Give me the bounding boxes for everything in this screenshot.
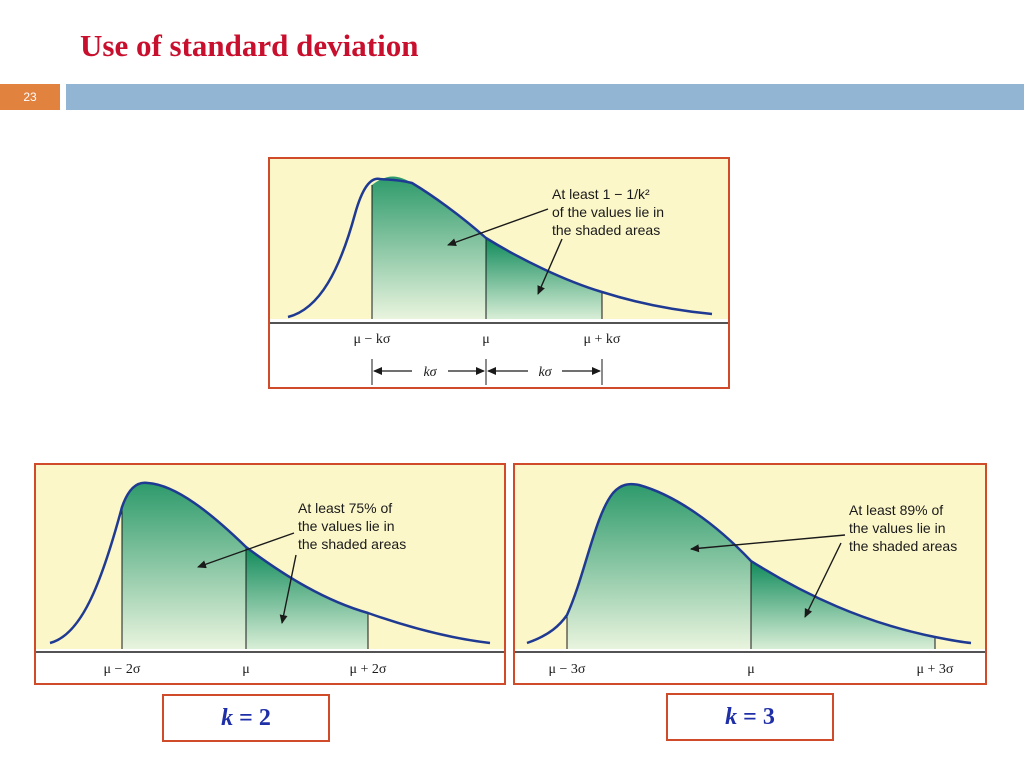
pointer-arrow-right (537, 238, 563, 295)
tick-mu-minus-k-sigma: μ − kσ (354, 332, 391, 347)
general-k-diagram: At least 1 − 1/k² of the values lie in t… (268, 157, 730, 389)
pointer-arrow-left (197, 532, 295, 569)
k-symbol: k (221, 705, 234, 731)
distribution-curve (526, 482, 972, 645)
tick-mu-plus-3-sigma: μ + 3σ (917, 662, 954, 677)
annotation-text: At least 1 − 1/k² of the values lie in t… (552, 186, 668, 238)
tick-mu: μ (242, 662, 250, 677)
annotation-text: At least 75% of the values lie in the sh… (298, 500, 406, 552)
shaded-area-right (246, 547, 368, 649)
tick-mu-plus-2-sigma: μ + 2σ (350, 662, 387, 677)
k2-label-box: k = 2 (162, 694, 330, 742)
shaded-area-left (122, 482, 246, 649)
k2-diagram: At least 75% of the values lie in the sh… (34, 463, 506, 685)
slide-title: Use of standard deviation (80, 28, 419, 63)
tick-mu-plus-k-sigma: μ + kσ (584, 332, 621, 347)
span-label-right: kσ (538, 365, 552, 380)
shaded-area-left (567, 484, 751, 649)
slide-number: 23 (0, 84, 60, 110)
k3-label-box: k = 3 (666, 693, 834, 741)
annotation-text: At least 89% of the values lie in the sh… (849, 502, 957, 554)
pointer-arrow-left (690, 534, 846, 553)
k-value: = 2 (239, 705, 271, 731)
distribution-curve (287, 177, 713, 319)
shaded-area-left (372, 176, 486, 319)
header-band (66, 84, 1024, 110)
k3-diagram: At least 89% of the values lie in the sh… (513, 463, 987, 685)
distribution-curve (49, 481, 491, 645)
pointer-arrow-right (804, 542, 842, 618)
tick-mu-minus-2-sigma: μ − 2σ (104, 662, 141, 677)
k-value: = 3 (743, 704, 775, 730)
tick-mu-minus-3-sigma: μ − 3σ (549, 662, 586, 677)
span-label-left: kσ (423, 365, 437, 380)
shaded-area-right (751, 561, 935, 649)
tick-mu: μ (747, 662, 755, 677)
k-symbol: k (725, 704, 738, 730)
tick-mu: μ (482, 332, 490, 347)
pointer-arrow-left (447, 208, 549, 247)
pointer-arrow-right (279, 554, 297, 624)
